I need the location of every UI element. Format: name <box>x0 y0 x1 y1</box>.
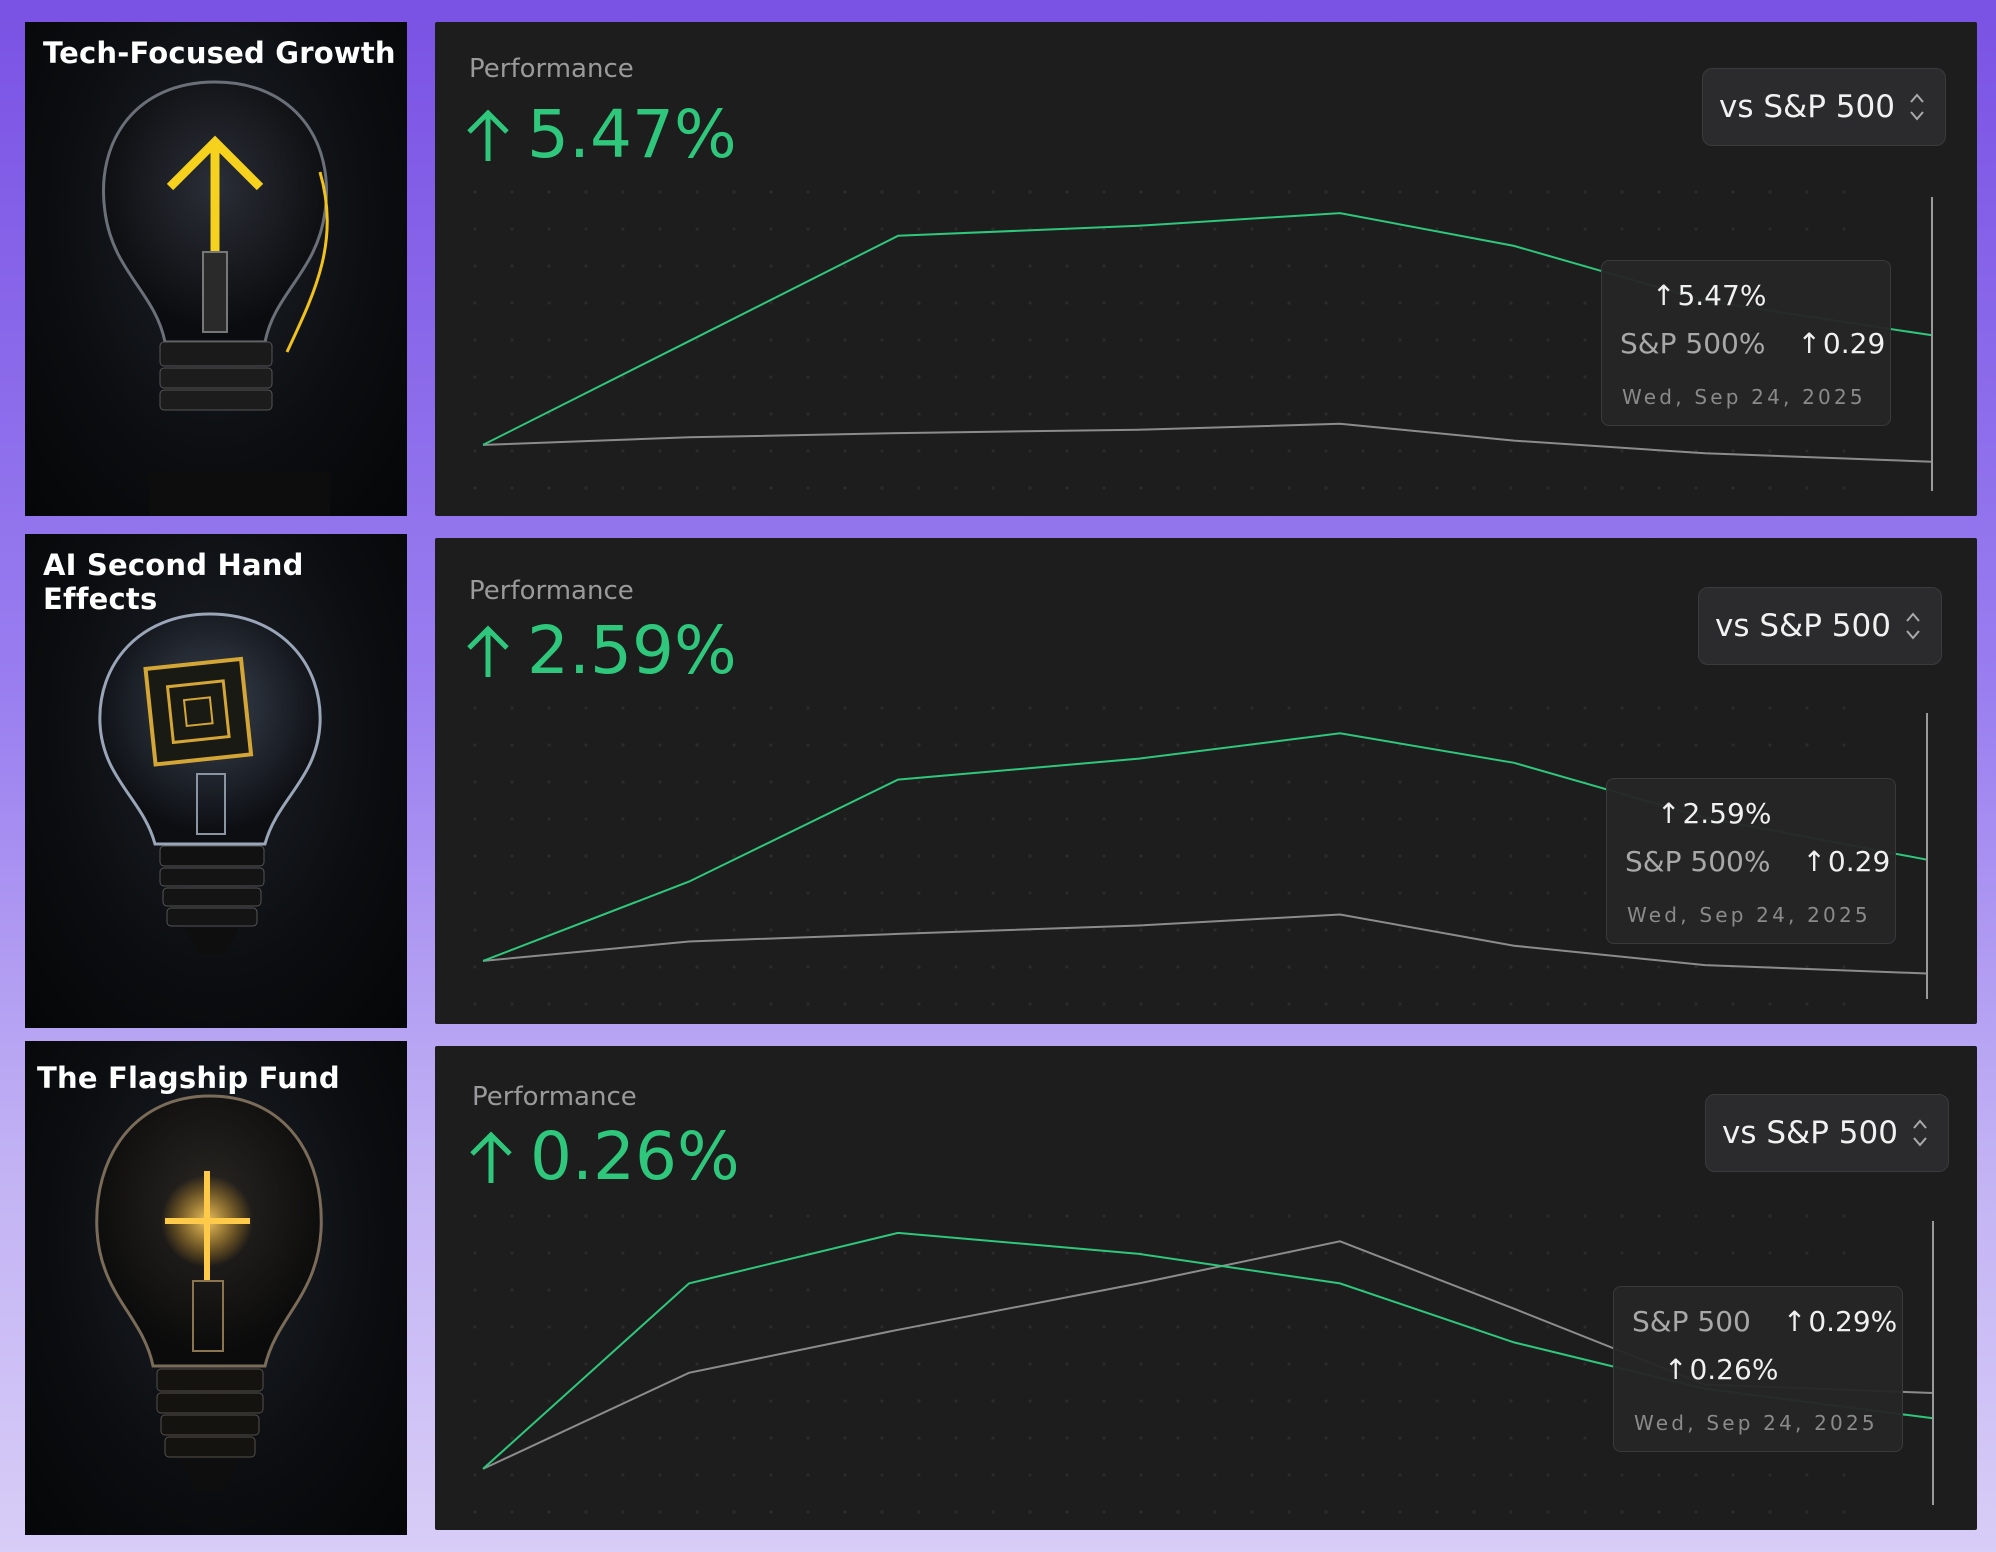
fund-card-ai-second-hand[interactable]: AI Second Hand Effects <box>25 534 407 1028</box>
tooltip-fund-arrow-icon: ↑ <box>1652 279 1676 312</box>
tooltip-fund-row: ↑ 0.26% <box>1664 1353 1779 1386</box>
performance-value: 5.47% <box>465 96 737 173</box>
tooltip-date: Wed, Sep 24, 2025 <box>1627 903 1871 927</box>
tooltip-benchmark-value: 0.29 <box>1822 327 1886 360</box>
tooltip-fund-row: ↑ 2.59% <box>1657 797 1772 830</box>
tooltip-date: Wed, Sep 24, 2025 <box>1622 385 1866 409</box>
fund-card-tech-growth[interactable]: Tech-Focused Growth <box>25 22 407 516</box>
benchmark-select-label: vs S&P 500 <box>1722 1115 1898 1151</box>
tooltip-fund-row: ↑ 5.47% <box>1652 279 1767 312</box>
arrow-up-icon <box>467 108 509 161</box>
performance-label: Performance <box>469 576 634 606</box>
arrow-up-icon <box>467 624 509 677</box>
tooltip-benchmark-value: 0.29 <box>1827 845 1891 878</box>
performance-chart[interactable] <box>435 22 1977 516</box>
tooltip-benchmark-label: S&P 500 <box>1632 1305 1751 1338</box>
chevron-up-down-icon <box>1913 1119 1927 1147</box>
lightbulb-chip-icon <box>98 612 322 954</box>
tooltip-date: Wed, Sep 24, 2025 <box>1634 1411 1878 1435</box>
performance-percent: 2.59% <box>527 612 737 689</box>
performance-label: Performance <box>472 1082 637 1112</box>
chart-tooltip: ↑ 5.47% S&P 500% ↑ 0.29 Wed, Sep 24, 2025 <box>1601 260 1891 426</box>
performance-percent: 5.47% <box>527 96 737 173</box>
benchmark-select[interactable]: vs S&P 500 <box>1702 68 1946 146</box>
tooltip-benchmark-label: S&P 500% <box>1625 845 1771 878</box>
arrow-up-icon <box>470 1130 512 1183</box>
series-line-1 <box>482 913 1928 975</box>
chart-tooltip: S&P 500 ↑ 0.29% ↑ 0.26% Wed, Sep 24, 2025 <box>1613 1286 1903 1452</box>
tooltip-benchmark-row: S&P 500% ↑ 0.29 <box>1625 845 1890 878</box>
performance-value: 0.26% <box>468 1118 740 1195</box>
benchmark-select-label: vs S&P 500 <box>1719 89 1895 125</box>
tooltip-fund-arrow-icon: ↑ <box>1664 1353 1688 1386</box>
benchmark-select[interactable]: vs S&P 500 <box>1698 587 1942 665</box>
performance-panel: Performance 5.47% vs S&P 500 ↑ 5.47% S&P … <box>435 22 1977 516</box>
chevron-up-down-icon <box>1910 93 1924 121</box>
fund-title: Tech-Focused Growth <box>43 36 396 70</box>
tooltip-benchmark-row: S&P 500% ↑ 0.29 <box>1620 327 1885 360</box>
fund-title: The Flagship Fund <box>37 1061 340 1095</box>
tooltip-benchmark-label: S&P 500% <box>1620 327 1766 360</box>
fund-card-flagship[interactable]: The Flagship Fund <box>25 1041 407 1535</box>
series-line-1 <box>482 422 1933 463</box>
chevron-up-down-icon <box>1906 612 1920 640</box>
tooltip-fund-arrow-icon: ↑ <box>1657 797 1681 830</box>
benchmark-select-label: vs S&P 500 <box>1715 608 1891 644</box>
grid-dots <box>473 190 1846 490</box>
performance-label: Performance <box>469 54 634 84</box>
fund-title: AI Second Hand Effects <box>43 548 304 616</box>
tooltip-benchmark-value: 0.29% <box>1808 1305 1898 1338</box>
chart-tooltip: ↑ 2.59% S&P 500% ↑ 0.29 Wed, Sep 24, 2025 <box>1606 778 1896 944</box>
tooltip-benchmark-arrow-icon: ↑ <box>1802 845 1826 878</box>
performance-panel: Performance 0.26% vs S&P 500 S&P 500 ↑ 0.… <box>435 1046 1977 1530</box>
lightbulb-arrow-up-icon <box>102 80 330 516</box>
grid-dots <box>473 1214 1846 1514</box>
performance-percent: 0.26% <box>530 1118 740 1195</box>
tooltip-benchmark-arrow-icon: ↑ <box>1782 1305 1807 1338</box>
lightbulb-cross-icon <box>95 1094 323 1491</box>
performance-value: 2.59% <box>465 612 737 689</box>
tooltip-benchmark-row: S&P 500 ↑ 0.29% <box>1632 1305 1897 1338</box>
tooltip-benchmark-arrow-icon: ↑ <box>1797 327 1821 360</box>
performance-panel: Performance 2.59% vs S&P 500 ↑ 2.59% S&P … <box>435 538 1977 1024</box>
benchmark-select[interactable]: vs S&P 500 <box>1705 1094 1949 1172</box>
